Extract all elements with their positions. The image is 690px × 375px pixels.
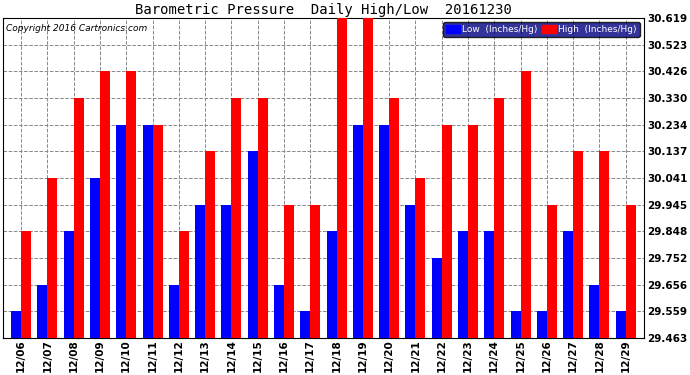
Bar xyxy=(415,178,426,338)
Bar xyxy=(573,152,583,338)
Bar xyxy=(143,124,152,338)
Bar xyxy=(363,18,373,338)
Bar xyxy=(337,18,346,338)
Bar xyxy=(90,178,100,338)
Bar xyxy=(600,152,609,338)
Bar xyxy=(626,204,635,338)
Bar xyxy=(589,285,600,338)
Bar xyxy=(221,204,231,338)
Bar xyxy=(389,98,399,338)
Bar xyxy=(326,231,337,338)
Bar xyxy=(100,71,110,338)
Bar xyxy=(248,152,258,338)
Bar xyxy=(468,124,478,338)
Bar xyxy=(615,311,626,338)
Bar xyxy=(205,152,215,338)
Bar xyxy=(353,124,363,338)
Bar xyxy=(300,311,310,338)
Bar xyxy=(231,98,241,338)
Bar xyxy=(520,71,531,338)
Bar xyxy=(169,285,179,338)
Bar xyxy=(274,285,284,338)
Bar xyxy=(117,124,126,338)
Title: Barometric Pressure  Daily High/Low  20161230: Barometric Pressure Daily High/Low 20161… xyxy=(135,3,512,17)
Bar xyxy=(63,231,74,338)
Text: Copyright 2016 Cartronics.com: Copyright 2016 Cartronics.com xyxy=(6,24,147,33)
Bar xyxy=(74,98,83,338)
Bar xyxy=(179,231,189,338)
Bar xyxy=(484,231,494,338)
Bar xyxy=(458,231,468,338)
Bar xyxy=(284,204,294,338)
Bar xyxy=(11,311,21,338)
Bar xyxy=(537,311,546,338)
Bar xyxy=(511,311,520,338)
Bar xyxy=(494,98,504,338)
Bar xyxy=(442,124,452,338)
Bar xyxy=(379,124,389,338)
Bar xyxy=(310,204,320,338)
Bar xyxy=(152,124,163,338)
Bar xyxy=(546,204,557,338)
Bar xyxy=(48,178,57,338)
Bar xyxy=(406,204,415,338)
Bar xyxy=(258,98,268,338)
Bar xyxy=(126,71,137,338)
Bar xyxy=(563,231,573,338)
Legend: Low  (Inches/Hg), High  (Inches/Hg): Low (Inches/Hg), High (Inches/Hg) xyxy=(443,22,640,37)
Bar xyxy=(37,285,48,338)
Bar xyxy=(432,258,442,338)
Bar xyxy=(195,204,205,338)
Bar xyxy=(21,231,31,338)
